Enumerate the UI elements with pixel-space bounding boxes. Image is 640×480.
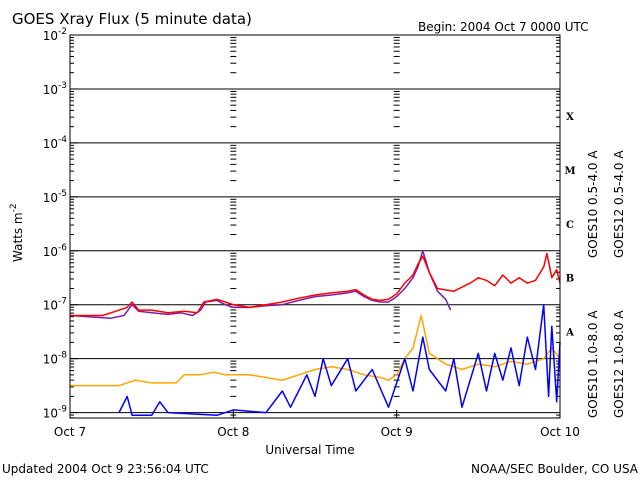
y-tick-label: 10-8 <box>43 351 68 367</box>
x-tick-label: Oct 8 <box>217 425 249 439</box>
legend-entry: GOES12 0.5-4.0 A <box>612 150 626 258</box>
footer-credit: NOAA/SEC Boulder, CO USA <box>471 462 639 476</box>
series-line <box>69 250 452 319</box>
series-line <box>70 252 561 317</box>
flare-class-labels: X M C B A <box>564 112 575 339</box>
minor-ticks <box>70 36 560 419</box>
y-tick-label: 10-9 <box>43 405 68 421</box>
y-tick-label: 10-3 <box>43 81 67 97</box>
x-axis-label: Universal Time <box>265 443 354 457</box>
plot-frame <box>69 34 561 419</box>
y-axis-label: Watts m-2 <box>9 203 25 262</box>
series-line <box>118 303 561 417</box>
series-line <box>70 314 561 387</box>
legend-right: GOES12 1.0-8.0 A GOES12 0.5-4.0 A <box>612 150 626 418</box>
y-tick-label: 10-7 <box>43 297 67 313</box>
footer-updated: Updated 2004 Oct 9 23:56:04 UTC <box>2 462 209 476</box>
x-tick-label: Oct 9 <box>381 425 413 439</box>
y-tick-label: 10-2 <box>43 27 67 43</box>
flare-class-label: X <box>566 112 574 123</box>
y-axis-label-text: Watts m-2 <box>9 203 25 262</box>
y-tick-label: 10-4 <box>43 135 68 151</box>
flare-class-label: C <box>566 220 574 231</box>
legend-left: GOES10 1.0-8.0 A GOES10 0.5-4.0 A <box>586 150 600 418</box>
x-tick-label: Oct 7 <box>54 425 86 439</box>
flare-class-label: M <box>564 166 575 177</box>
flare-class-label: A <box>565 328 574 339</box>
data-series <box>69 250 561 417</box>
legend-entry: GOES10 0.5-4.0 A <box>586 150 600 258</box>
x-tick-label: Oct 10 <box>540 425 580 439</box>
legend-entry: GOES10 1.0-8.0 A <box>586 310 600 418</box>
flare-class-label: B <box>566 274 574 285</box>
y-tick-label: 10-6 <box>43 243 68 259</box>
x-axis-ticks: Oct 7 Oct 8 Oct 9 Oct 10 <box>54 410 580 439</box>
decade-gridlines <box>70 88 560 414</box>
y-tick-label: 10-5 <box>43 189 67 205</box>
begin-label: Begin: 2004 Oct 7 0000 UTC <box>418 20 589 34</box>
chart-title: GOES Xray Flux (5 minute data) <box>12 10 252 28</box>
y-axis-ticks: 10-2 10-3 10-4 10-5 10-6 10-7 10-8 10-9 <box>43 27 78 421</box>
legend-entry: GOES12 1.0-8.0 A <box>612 310 626 418</box>
